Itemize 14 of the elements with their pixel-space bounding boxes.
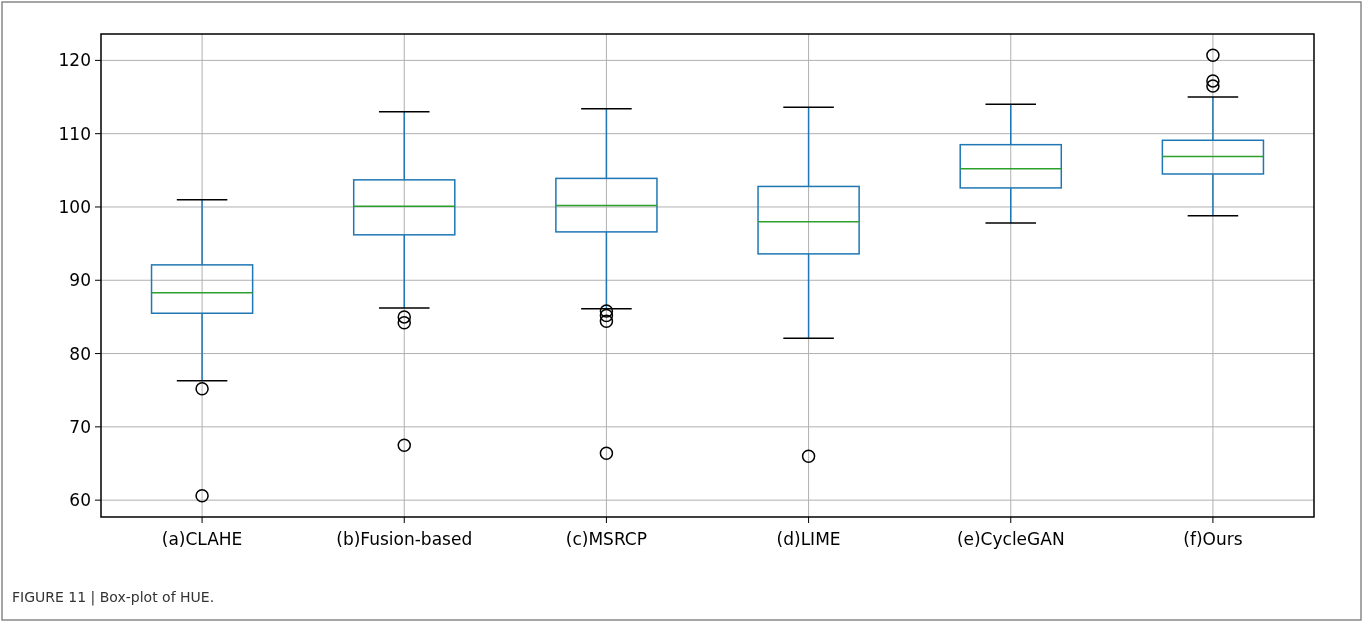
x-tick-label: (a)CLAHE (161, 529, 243, 549)
y-tick-label: 60 (69, 490, 91, 511)
x-tick-label: (d)LIME (776, 529, 841, 549)
x-tick-label: (b)Fusion-based (336, 529, 473, 549)
x-tick-label: (f)Ours (1183, 529, 1243, 549)
caption: FIGURE 11 | Box-plot of HUE. (12, 589, 215, 606)
y-tick-label: 120 (58, 50, 91, 71)
x-tick-label: (e)CycleGAN (956, 529, 1065, 549)
y-tick-label: 80 (69, 343, 91, 364)
y-tick-label: 90 (69, 270, 91, 291)
y-tick-label: 70 (69, 416, 91, 437)
y-tick-label: 100 (58, 196, 91, 217)
x-tick-label: (c)MSRCP (565, 529, 647, 549)
y-tick-label: 110 (58, 123, 91, 144)
